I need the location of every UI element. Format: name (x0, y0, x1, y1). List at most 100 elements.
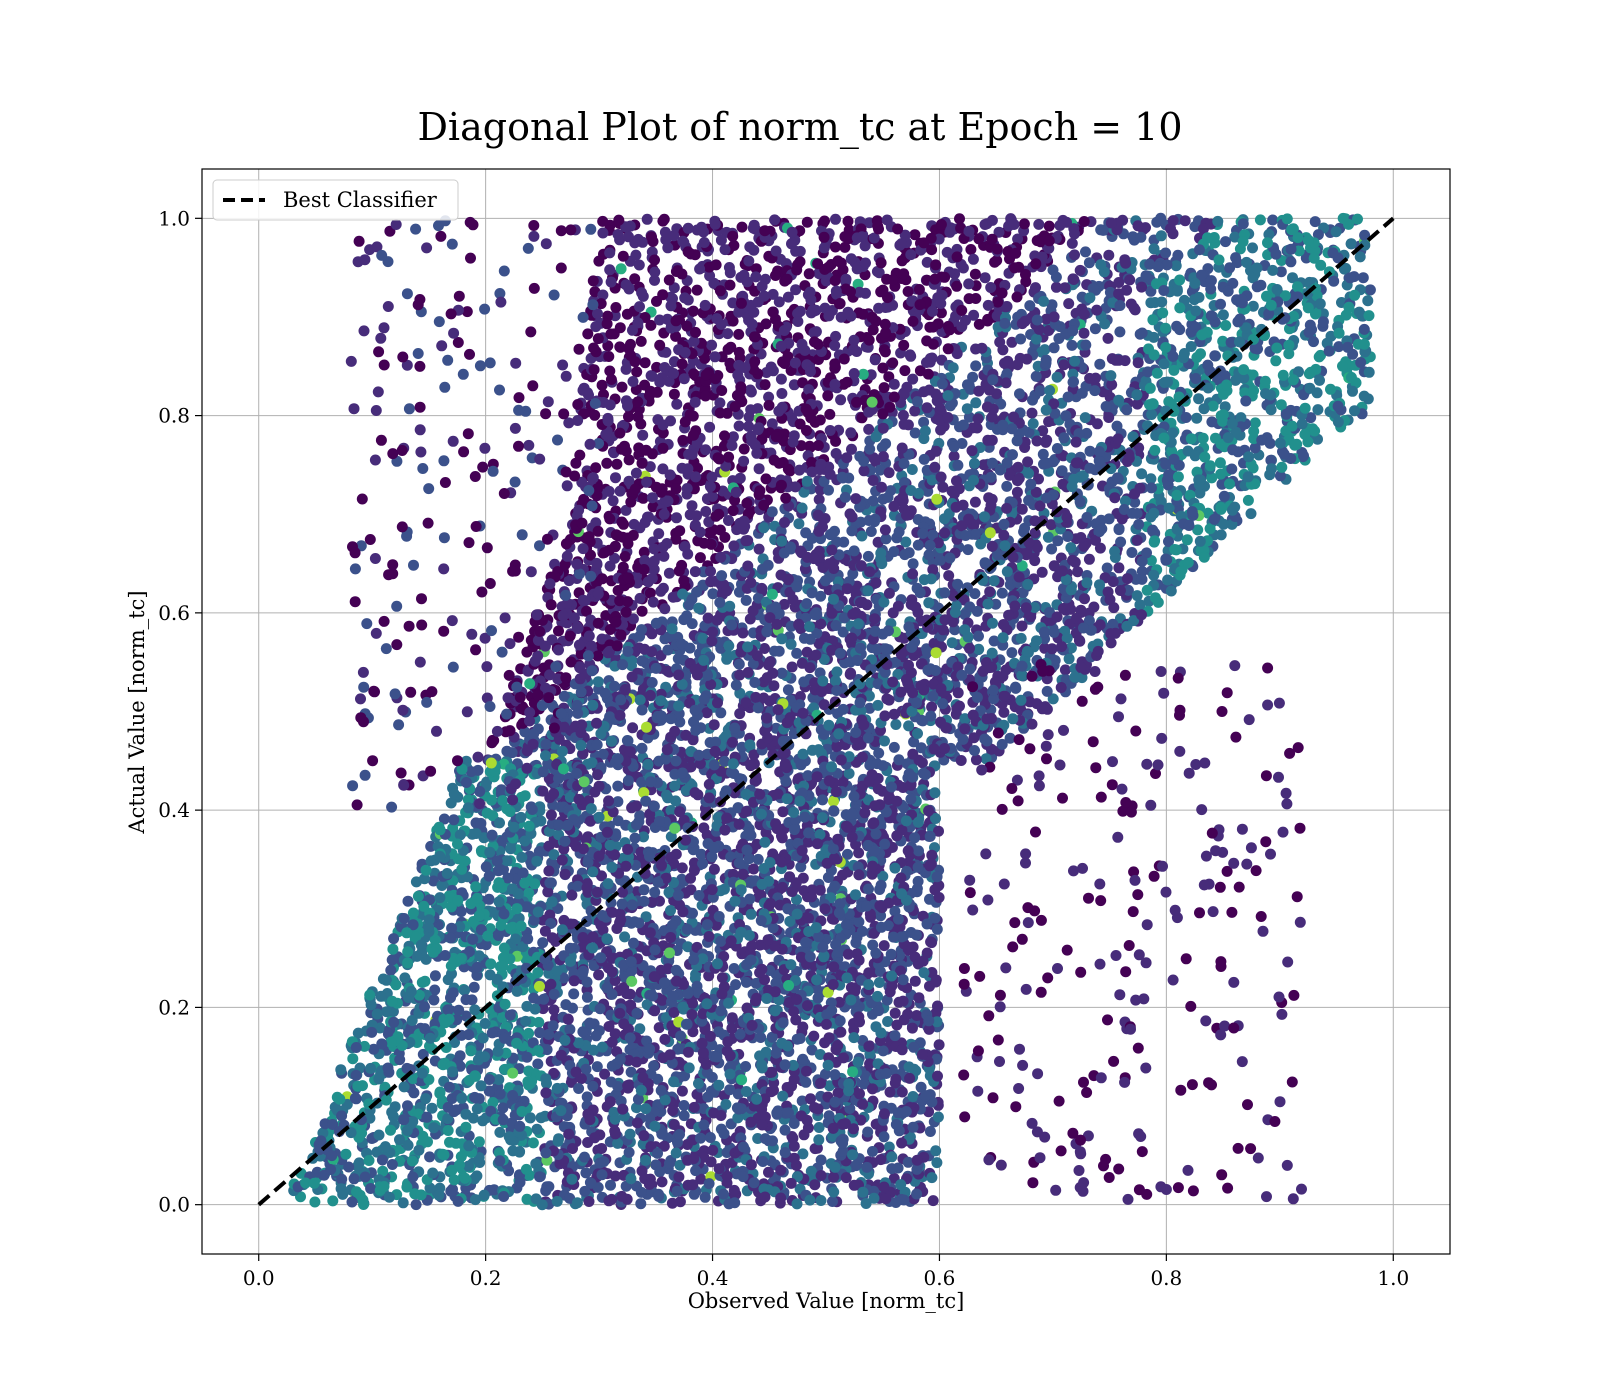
scatter-point (687, 305, 699, 317)
scatter-point (1252, 343, 1263, 355)
scatter-point (907, 1121, 919, 1133)
scatter-point (1160, 322, 1171, 334)
scatter-point (1287, 272, 1298, 284)
scatter-point (892, 913, 904, 925)
scatter-point (815, 590, 827, 602)
scatter-point (1069, 228, 1080, 240)
scatter-point (683, 448, 695, 460)
scatter-point (1226, 463, 1238, 475)
scatter-point (927, 1195, 939, 1207)
scatter-point (816, 812, 828, 824)
scatter-point (902, 845, 914, 857)
scatter-point (1286, 420, 1298, 432)
scatter-point (979, 272, 991, 284)
scatter-point (691, 284, 703, 296)
scatter-point (1067, 554, 1078, 566)
scatter-point (862, 585, 874, 597)
scatter-point (791, 647, 803, 659)
scatter-point (745, 908, 757, 920)
scatter-point (1254, 214, 1266, 226)
scatter-point (1174, 274, 1186, 286)
scatter-point (671, 398, 683, 410)
scatter-point (778, 325, 790, 336)
scatter-point (1113, 562, 1125, 574)
scatter-point (823, 558, 835, 570)
scatter-point (642, 511, 653, 523)
scatter-point (929, 787, 941, 799)
scatter-point (617, 561, 629, 573)
scatter-point (973, 233, 985, 245)
scatter-point (1172, 249, 1184, 261)
scatter-point (956, 304, 968, 316)
scatter-point (527, 1137, 539, 1149)
scatter-point (733, 420, 745, 432)
scatter-point (865, 526, 877, 537)
scatter-point (671, 1185, 683, 1197)
scatter-point (902, 286, 914, 297)
scatter-point (795, 861, 807, 873)
scatter-point (968, 309, 980, 321)
scatter-point (984, 586, 996, 598)
scatter-point (381, 1006, 393, 1018)
scatter-point (1136, 468, 1148, 480)
scatter-point (988, 635, 1000, 647)
scatter-point (413, 1144, 425, 1156)
scatter-point (745, 404, 757, 416)
scatter-point (604, 513, 616, 525)
scatter-point (1016, 620, 1028, 632)
scatter-point (1041, 685, 1053, 697)
scatter-point (623, 454, 635, 466)
scatter-point (698, 537, 710, 549)
scatter-point (706, 339, 718, 351)
scatter-point (628, 937, 639, 949)
scatter-point (740, 594, 752, 606)
scatter-point (782, 291, 794, 303)
scatter-point (676, 1085, 688, 1097)
scatter-point (773, 296, 785, 308)
scatter-point (658, 977, 670, 989)
scatter-point (728, 540, 740, 552)
scatter-point (470, 828, 482, 839)
scatter-point (600, 610, 612, 622)
scatter-point (1100, 401, 1112, 412)
scatter-point (747, 222, 759, 234)
scatter-point (625, 1173, 637, 1185)
scatter-point (1193, 393, 1205, 405)
scatter-point (483, 893, 495, 905)
scatter-point (946, 637, 958, 649)
scatter-point (615, 263, 627, 275)
scatter-point (721, 653, 733, 665)
scatter-point (493, 1074, 505, 1086)
scatter-point (1006, 647, 1018, 659)
scatter-point (1014, 388, 1025, 400)
scatter-point (842, 215, 854, 227)
scatter-point (654, 1166, 666, 1178)
scatter-point (930, 647, 942, 659)
scatter-point (933, 1039, 945, 1051)
scatter-point (981, 735, 993, 747)
scatter-point (907, 558, 919, 570)
scatter-point (842, 848, 853, 860)
scatter-point (782, 684, 794, 696)
scatter-point (653, 1022, 665, 1034)
scatter-point (632, 411, 644, 423)
chart-title: Diagonal Plot of norm_tc at Epoch = 10 (417, 105, 1182, 150)
scatter-point (659, 603, 671, 615)
scatter-point (1094, 358, 1106, 370)
scatter-point (704, 421, 716, 433)
scatter-point (634, 592, 646, 604)
scatter-point (408, 1087, 420, 1099)
scatter-point (818, 242, 830, 254)
scatter-point (872, 699, 884, 711)
scatter-point (694, 552, 706, 564)
scatter-point (997, 344, 1009, 356)
scatter-point (818, 699, 830, 711)
scatter-point (347, 1053, 359, 1065)
scatter-point (948, 450, 960, 462)
scatter-point (398, 1081, 410, 1093)
scatter-point (733, 328, 745, 340)
scatter-point (480, 861, 492, 873)
scatter-point (1030, 333, 1042, 345)
